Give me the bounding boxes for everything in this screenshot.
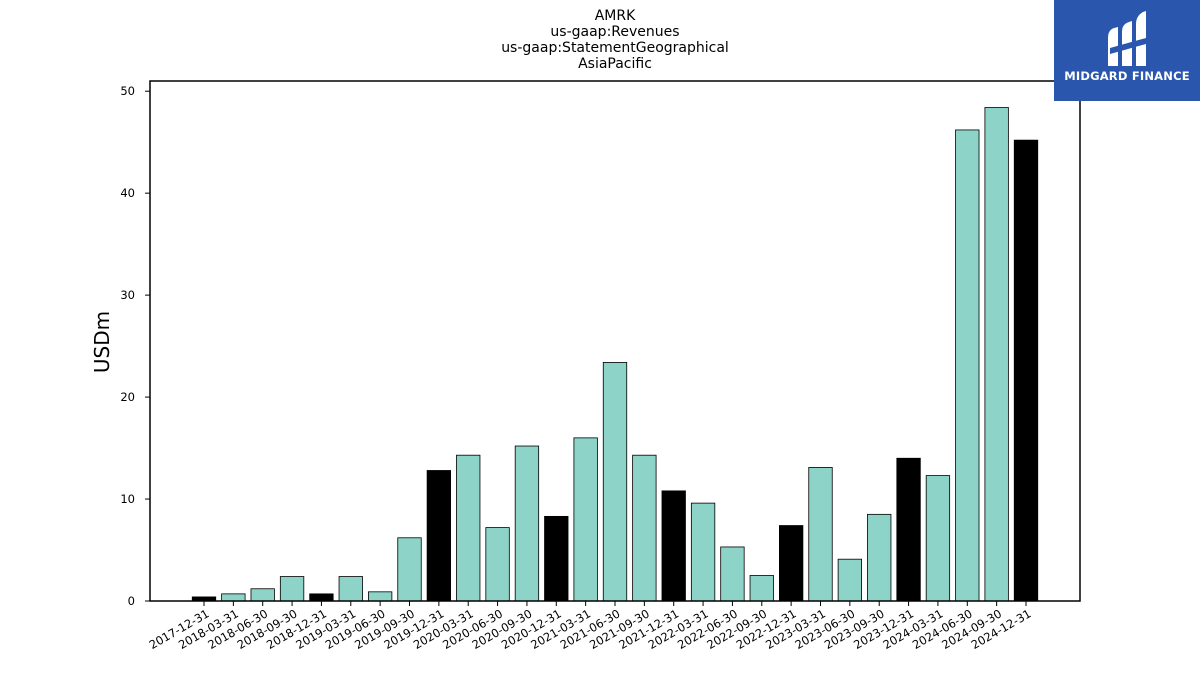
logo-text: MIDGARD FINANCE <box>1064 69 1190 83</box>
bar-2024-12-31 <box>1013 139 1039 602</box>
bar-2019-09-30 <box>397 537 422 602</box>
midgard-logo-icon <box>1108 11 1146 66</box>
plot-frame <box>149 80 1081 602</box>
bar-2021-09-30 <box>632 454 657 602</box>
bars-group <box>191 107 1039 602</box>
bar-2023-06-30 <box>837 558 862 602</box>
bar-2023-12-31 <box>896 457 921 602</box>
bar-2022-03-31 <box>690 502 716 602</box>
bar-2024-09-30 <box>984 107 1009 602</box>
bar-2018-03-31 <box>221 593 246 602</box>
y-tick-label: 0 <box>128 594 135 608</box>
y-tick-label: 30 <box>120 288 135 302</box>
y-tick-label: 10 <box>120 492 135 506</box>
bar-2023-03-31 <box>808 467 833 602</box>
bar-2024-03-31 <box>925 475 951 602</box>
y-axis-label: USDm <box>90 311 114 373</box>
bar-2023-09-30 <box>867 513 892 602</box>
chart-title-line-4: AsiaPacific <box>578 56 652 72</box>
y-axis-ticks: 0 10 20 30 40 50 <box>120 84 150 608</box>
chart-title-line-2: us-gaap:Revenues <box>550 24 679 40</box>
bar-2020-03-31 <box>456 454 481 602</box>
bar-2021-12-31 <box>661 490 686 602</box>
bar-2019-03-31 <box>338 576 363 602</box>
bar-2018-12-31 <box>309 593 334 602</box>
chart-title-line-3: us-gaap:StatementGeographical <box>501 40 729 56</box>
chart-title: AMRK us-gaap:Revenues us-gaap:StatementG… <box>501 8 729 72</box>
bar-2020-12-31 <box>544 515 569 602</box>
bar-2021-03-31 <box>573 437 598 602</box>
bar-2022-06-30 <box>720 546 745 602</box>
y-tick-label: 20 <box>120 390 135 404</box>
bar-2021-06-30 <box>602 362 628 602</box>
bar-2018-06-30 <box>250 588 275 602</box>
y-tick-label: 50 <box>120 84 135 98</box>
bar-2020-06-30 <box>485 527 510 602</box>
bar-2018-09-30 <box>279 576 305 602</box>
brand-logo: MIDGARD FINANCE <box>1054 0 1200 101</box>
y-tick-label: 40 <box>120 186 135 200</box>
x-axis-ticks: 2017-12-312018-03-312018-06-302018-09-30… <box>147 601 1034 652</box>
bar-2022-09-30 <box>749 575 774 602</box>
bar-2022-12-31 <box>779 525 804 602</box>
bar-2020-09-30 <box>514 445 540 602</box>
bar-2019-06-30 <box>367 591 393 602</box>
bar-2019-12-31 <box>426 470 452 602</box>
bar-2024-06-30 <box>955 129 980 602</box>
chart-title-line-1: AMRK <box>595 8 636 24</box>
